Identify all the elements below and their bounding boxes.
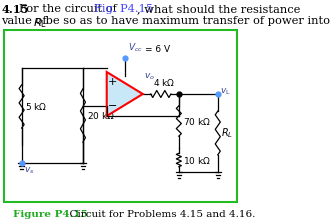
Text: Fig. P4.15: Fig. P4.15 <box>95 4 154 14</box>
Text: 5 k$\Omega$: 5 k$\Omega$ <box>25 101 48 112</box>
Text: value of: value of <box>1 16 51 26</box>
Text: −: − <box>108 101 117 111</box>
Text: = 6 V: = 6 V <box>145 45 170 54</box>
Text: $R_L$: $R_L$ <box>221 126 233 140</box>
Text: $\mathit{v}_\mathrm{L}$: $\mathit{v}_\mathrm{L}$ <box>220 87 231 97</box>
Text: 10 k$\Omega$: 10 k$\Omega$ <box>183 155 211 165</box>
Text: $\mathit{v}_o$: $\mathit{v}_o$ <box>144 71 155 82</box>
Text: For the circuit of: For the circuit of <box>19 4 120 14</box>
Polygon shape <box>107 72 143 116</box>
Text: , what should the resistance: , what should the resistance <box>137 4 300 14</box>
Text: 70 k$\Omega$: 70 k$\Omega$ <box>183 115 211 127</box>
Bar <box>4 30 236 202</box>
Text: $\mathit{v}_s$: $\mathit{v}_s$ <box>24 165 34 176</box>
Text: Figure P4.15: Figure P4.15 <box>13 210 88 219</box>
Text: +: + <box>108 77 117 87</box>
Text: Circuit for Problems 4.15 and 4.16.: Circuit for Problems 4.15 and 4.16. <box>64 210 256 219</box>
Text: 4 k$\Omega$: 4 k$\Omega$ <box>153 77 175 88</box>
Text: $R_\mathrm{L}$: $R_\mathrm{L}$ <box>33 16 47 30</box>
Text: be so as to have maximum transfer of power into it?: be so as to have maximum transfer of pow… <box>42 16 333 26</box>
Text: $V_{cc}$: $V_{cc}$ <box>128 42 143 54</box>
Text: 20 k$\Omega$: 20 k$\Omega$ <box>87 110 115 121</box>
Text: 4.15: 4.15 <box>1 4 29 15</box>
